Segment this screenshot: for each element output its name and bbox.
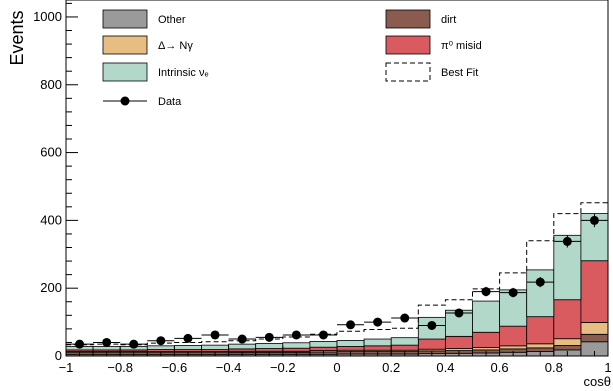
legend-swatch-pi0 [385,35,431,55]
y-tick-label: 0 [55,348,62,363]
bar-nue [472,300,501,333]
bar-pi0 [309,346,338,351]
bar-delta [580,322,609,335]
legend-label-data: Data [158,96,182,108]
y-tick-label: 800 [40,77,62,92]
data-point [264,332,274,342]
legend: Other Δ→ Nγ Intrinsic νₑ Data dirt π⁰ misid Be… [102,9,482,108]
y-axis-label: Events [7,10,27,65]
data-point [454,308,464,318]
data-point [508,288,518,298]
x-tick-label: 0 [333,360,340,375]
data-point [156,336,166,346]
x-tick-label: 0.4 [436,360,454,375]
legend-label-nue: Intrinsic νₑ [158,67,209,79]
x-tick-label: −0.8 [107,360,133,375]
legend-label-other: Other [158,14,186,26]
bar-nue [146,345,175,350]
data-point [291,330,301,340]
legend-label-dirt: dirt [441,14,456,26]
y-tick-label: 400 [40,212,62,227]
data-point [129,339,139,349]
bar-pi0 [526,316,555,345]
legend-label-bestfit: Best Fit [441,67,478,79]
bar-pi0 [553,299,582,340]
bar-pi0 [499,325,528,347]
bar-nue [282,342,311,349]
bar-pi0 [363,345,392,351]
x-tick-label: −0.2 [270,360,296,375]
data-point [373,317,383,327]
legend-swatch-marker-data [120,96,130,106]
bar-pi0 [580,260,609,323]
bar-nue [390,337,419,346]
bar-nue [336,340,365,347]
bar-nue [228,343,257,350]
bar-delta [499,345,528,350]
data-point [427,320,437,330]
legend-swatch-delta [102,35,148,55]
data-point [102,337,112,347]
bar-dirt [580,333,609,343]
data-point [318,330,328,340]
bar-nue [201,344,230,350]
x-axis-label: cosθ [584,374,611,389]
bar-delta [553,338,582,346]
legend-label-delta: Δ→ Nγ [158,40,193,52]
data-point [210,330,220,340]
legend-swatch-nue [102,62,148,82]
data-point [183,333,193,343]
bar-pi0 [417,338,446,350]
y-tick-label: 200 [40,280,62,295]
axes: 0 200 400 600 800 1000 −1 −0.8 −0.6 −0.4 −0.2 0 0.2 0… [33,2,612,375]
data-point [400,313,410,323]
legend-swatch-dirt [385,9,431,29]
bar-nue [173,345,202,350]
bar-pi0 [472,331,501,348]
data-points [66,213,608,349]
x-tick-label: −0.4 [216,360,242,375]
bar-nue [255,343,284,349]
stacked-histogram [65,213,609,357]
bar-pi0 [390,344,419,351]
legend-swatch-other [102,9,148,29]
y-tick-label: 600 [40,145,62,160]
data-point [75,339,85,349]
bar-delta [526,343,555,349]
x-tick-label: −0.6 [162,360,188,375]
x-tick-label: 0.2 [382,360,400,375]
bar-pi0 [336,346,365,351]
bar-nue [309,341,338,348]
data-point [346,320,356,330]
x-tick-label: 0.8 [545,360,563,375]
bar-nue [526,269,555,318]
bar-nue [499,289,528,327]
bar-pi0 [444,335,473,349]
bar-pi0 [282,347,311,352]
data-point [562,236,572,246]
data-point [481,287,491,297]
data-point [589,215,599,225]
data-point [237,334,247,344]
x-tick-label: 0.6 [491,360,509,375]
bar-dirt [553,345,582,351]
bar-nue [363,338,392,347]
legend-label-pi0: π⁰ misid [441,40,482,52]
y-tick-label: 1000 [33,9,62,24]
legend-swatch-bestfit [385,62,431,82]
data-point [535,277,545,287]
bar-nue [92,346,121,351]
bar-pi0 [255,348,284,352]
x-tick-label: −1 [59,360,74,375]
x-tick-label: 1 [604,360,611,375]
